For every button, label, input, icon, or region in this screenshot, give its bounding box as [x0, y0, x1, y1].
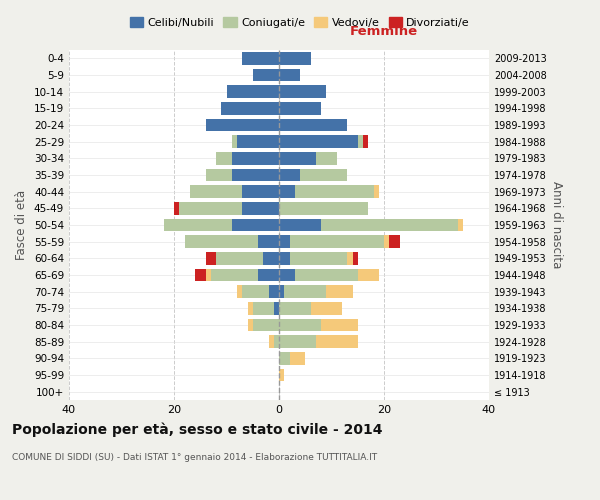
Text: Femmine: Femmine — [350, 25, 418, 38]
Bar — [279, 86, 326, 98]
Bar — [263, 252, 279, 264]
Bar — [179, 202, 242, 214]
Bar — [458, 219, 463, 231]
Bar — [300, 169, 347, 181]
Bar — [347, 252, 353, 264]
Bar — [205, 252, 216, 264]
Bar — [311, 302, 342, 314]
Bar — [253, 69, 279, 82]
Bar — [163, 219, 232, 231]
Bar — [174, 202, 179, 214]
Bar — [279, 269, 295, 281]
Bar — [279, 352, 290, 364]
Bar — [237, 136, 279, 148]
Text: COMUNE DI SIDDI (SU) - Dati ISTAT 1° gennaio 2014 - Elaborazione TUTTITALIA.IT: COMUNE DI SIDDI (SU) - Dati ISTAT 1° gen… — [12, 452, 377, 462]
Bar — [258, 269, 279, 281]
Bar — [248, 319, 253, 331]
Bar — [358, 136, 363, 148]
Bar — [211, 269, 258, 281]
Bar — [232, 169, 279, 181]
Bar — [269, 286, 279, 298]
Bar — [290, 236, 384, 248]
Bar — [279, 136, 358, 148]
Bar — [279, 152, 316, 164]
Y-axis label: Fasce di età: Fasce di età — [16, 190, 28, 260]
Bar — [274, 302, 279, 314]
Text: Popolazione per età, sesso e stato civile - 2014: Popolazione per età, sesso e stato civil… — [12, 422, 383, 437]
Bar — [258, 236, 279, 248]
Bar — [321, 219, 458, 231]
Bar — [384, 236, 389, 248]
Bar — [190, 186, 242, 198]
Bar — [279, 119, 347, 132]
Bar — [279, 302, 311, 314]
Bar — [221, 102, 279, 115]
Bar — [227, 86, 279, 98]
Bar — [316, 152, 337, 164]
Bar — [373, 186, 379, 198]
Bar — [363, 136, 368, 148]
Bar — [290, 352, 305, 364]
Bar — [295, 269, 358, 281]
Bar — [232, 219, 279, 231]
Bar — [279, 319, 321, 331]
Bar — [279, 336, 316, 348]
Bar — [205, 169, 232, 181]
Bar — [353, 252, 358, 264]
Bar — [279, 202, 368, 214]
Bar — [279, 236, 290, 248]
Bar — [185, 236, 258, 248]
Bar — [279, 219, 321, 231]
Bar — [279, 52, 311, 64]
Bar — [316, 336, 358, 348]
Bar — [279, 286, 284, 298]
Bar — [269, 336, 274, 348]
Bar — [232, 136, 237, 148]
Bar — [253, 319, 279, 331]
Bar — [284, 286, 326, 298]
Bar — [295, 186, 373, 198]
Bar — [279, 169, 300, 181]
Bar — [216, 152, 232, 164]
Bar — [274, 336, 279, 348]
Bar — [279, 69, 300, 82]
Bar — [279, 102, 321, 115]
Bar — [321, 319, 358, 331]
Bar — [242, 186, 279, 198]
Bar — [279, 186, 295, 198]
Bar — [326, 286, 353, 298]
Bar — [242, 52, 279, 64]
Bar — [242, 286, 269, 298]
Bar — [290, 252, 347, 264]
Bar — [232, 152, 279, 164]
Bar — [242, 202, 279, 214]
Bar — [389, 236, 400, 248]
Bar — [237, 286, 242, 298]
Bar — [248, 302, 253, 314]
Bar — [195, 269, 205, 281]
Legend: Celibi/Nubili, Coniugati/e, Vedovi/e, Divorziati/e: Celibi/Nubili, Coniugati/e, Vedovi/e, Di… — [125, 13, 475, 32]
Bar — [253, 302, 274, 314]
Bar — [205, 119, 279, 132]
Bar — [216, 252, 263, 264]
Y-axis label: Anni di nascita: Anni di nascita — [550, 182, 563, 268]
Bar — [279, 252, 290, 264]
Bar — [358, 269, 379, 281]
Bar — [205, 269, 211, 281]
Bar — [279, 369, 284, 381]
